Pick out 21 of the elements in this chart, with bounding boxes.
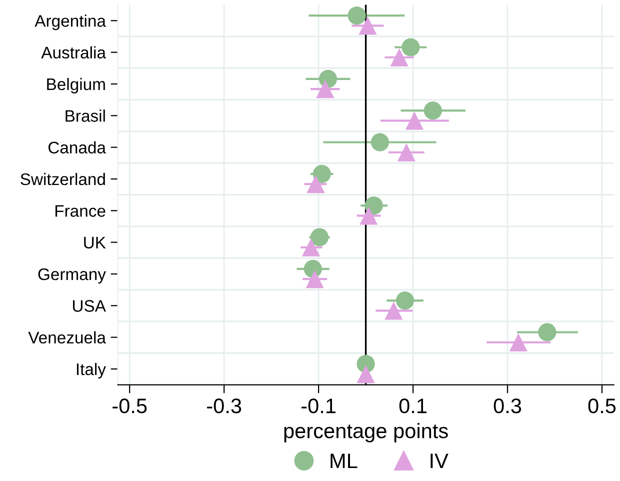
x-tick-label: 0.5 xyxy=(588,398,616,414)
y-tick-label: Italy xyxy=(76,362,106,378)
y-tick-label: Brasil xyxy=(66,110,105,122)
y-tick-label: France xyxy=(55,205,106,217)
x-tick-label: -0.5 xyxy=(112,398,147,414)
y-tick-label: Germany xyxy=(38,268,106,284)
y-tick-label: USA xyxy=(73,300,106,312)
legend-label: ML xyxy=(330,454,358,468)
y-tick-label: Venezuela xyxy=(28,331,106,344)
y-tick-label: Canada xyxy=(48,141,106,154)
y-tick-label: Switzerland xyxy=(20,172,105,186)
x-tick-label: 0.1 xyxy=(399,398,427,414)
x-axis-title: percentage points xyxy=(284,422,448,442)
x-tick-label: -0.3 xyxy=(207,398,242,414)
y-tick-label: Australia xyxy=(41,46,106,59)
x-tick-label: -0.1 xyxy=(302,398,336,414)
y-tick-label: Argentina xyxy=(34,14,106,30)
legend-label: IV xyxy=(430,454,448,468)
y-tick-label: Belgium xyxy=(47,78,105,94)
y-tick-label: UK xyxy=(84,236,106,249)
x-tick-label: 0.3 xyxy=(494,398,522,414)
